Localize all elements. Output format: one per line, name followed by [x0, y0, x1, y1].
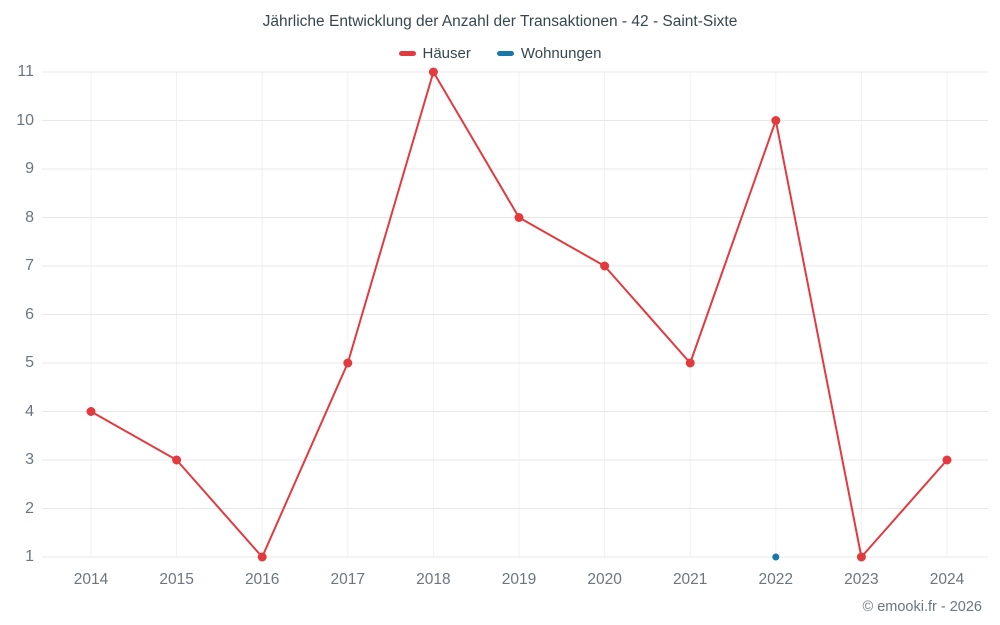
data-point-häuser-2014 — [86, 407, 96, 416]
x-tick-label: 2020 — [587, 571, 622, 588]
data-point-häuser-2024 — [942, 455, 952, 465]
x-tick-label: 2023 — [844, 571, 879, 588]
y-tick-label: 3 — [25, 451, 34, 468]
data-point-häuser-2017 — [343, 358, 353, 368]
chart-title: Jährliche Entwicklung der Anzahl der Tra… — [262, 13, 738, 30]
data-point-häuser-2019 — [514, 213, 524, 222]
x-tick-label: 2019 — [501, 571, 537, 588]
y-tick-label: 7 — [25, 257, 34, 274]
y-tick-label: 6 — [25, 305, 34, 323]
data-point-häuser-2018 — [428, 67, 438, 77]
haeuser-legend-swatch-icon — [398, 51, 416, 56]
y-tick-label: 9 — [25, 160, 34, 177]
x-tick-label: 2018 — [416, 571, 451, 588]
wohnungen-legend-swatch-icon — [496, 51, 514, 56]
y-tick-label: 10 — [16, 111, 34, 129]
x-tick-label: 2021 — [672, 571, 708, 588]
data-point-häuser-2020 — [600, 261, 610, 271]
x-tick-label: 2015 — [159, 571, 194, 588]
legend-label-wohnungen: Wohnungen — [520, 45, 602, 62]
y-tick-label: 2 — [25, 499, 34, 517]
legend-item-haeuser[interactable]: Häuser — [398, 45, 471, 62]
footer-credit: © emooki.fr - 2026 — [862, 599, 982, 615]
data-point-wohnungen-2022 — [772, 553, 780, 561]
y-tick-label: 8 — [25, 208, 34, 226]
y-tick-label: 5 — [25, 354, 34, 371]
data-point-häuser-2023 — [856, 552, 866, 562]
data-point-häuser-2016 — [257, 552, 267, 562]
y-tick-label: 1 — [25, 548, 34, 565]
data-point-häuser-2015 — [172, 455, 182, 465]
x-tick-label: 2016 — [244, 571, 280, 588]
x-tick-label: 2022 — [758, 571, 794, 588]
legend-label-haeuser: Häuser — [422, 45, 471, 62]
x-tick-label: 2017 — [330, 571, 366, 588]
data-point-häuser-2022 — [771, 116, 781, 125]
legend-item-wohnungen[interactable]: Wohnungen — [496, 45, 602, 62]
x-tick-label: 2014 — [73, 571, 109, 588]
chart-legend: Häuser Wohnungen — [0, 45, 1000, 62]
y-tick-label: 11 — [17, 63, 34, 80]
data-point-häuser-2021 — [685, 358, 695, 368]
x-tick-label: 2024 — [929, 571, 965, 588]
y-tick-label: 4 — [25, 402, 34, 420]
